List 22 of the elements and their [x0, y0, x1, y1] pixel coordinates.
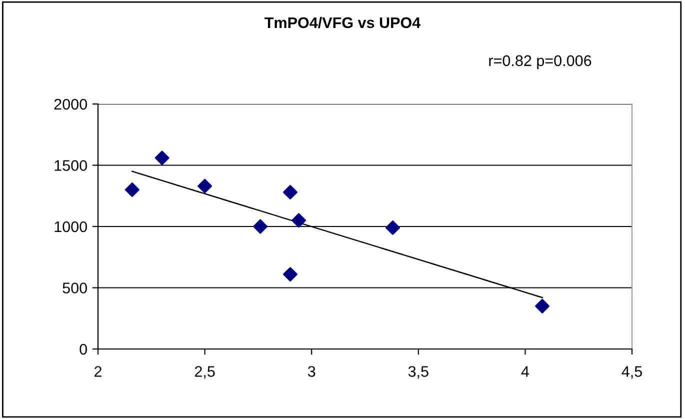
point [385, 220, 400, 236]
point [154, 150, 170, 166]
text: r=0.82 p=0.006 [489, 55, 592, 70]
point [292, 213, 306, 228]
point [198, 178, 212, 194]
point [535, 298, 550, 314]
y-tick-label: 0 [80, 344, 87, 355]
point [124, 182, 140, 198]
point [253, 219, 268, 234]
x-tick-label: 3,5 [408, 366, 428, 379]
x-tick-label: 2 [94, 366, 102, 377]
x-tick-label: 4 [521, 366, 529, 377]
point [282, 184, 298, 200]
y-tick-label: 2000 [54, 98, 87, 110]
x-tick-label: 3 [308, 366, 316, 377]
x-tick-label: 2,5 [194, 366, 215, 379]
y-tick-label: 1000 [54, 221, 87, 232]
x-tick-label: 4,5 [622, 366, 642, 379]
y-tick-label: 500 [62, 282, 87, 294]
y-tick-label: 1500 [54, 160, 87, 171]
chart-title: TmPO4/VFG vs UPO4 [264, 16, 421, 28]
point [282, 266, 298, 282]
